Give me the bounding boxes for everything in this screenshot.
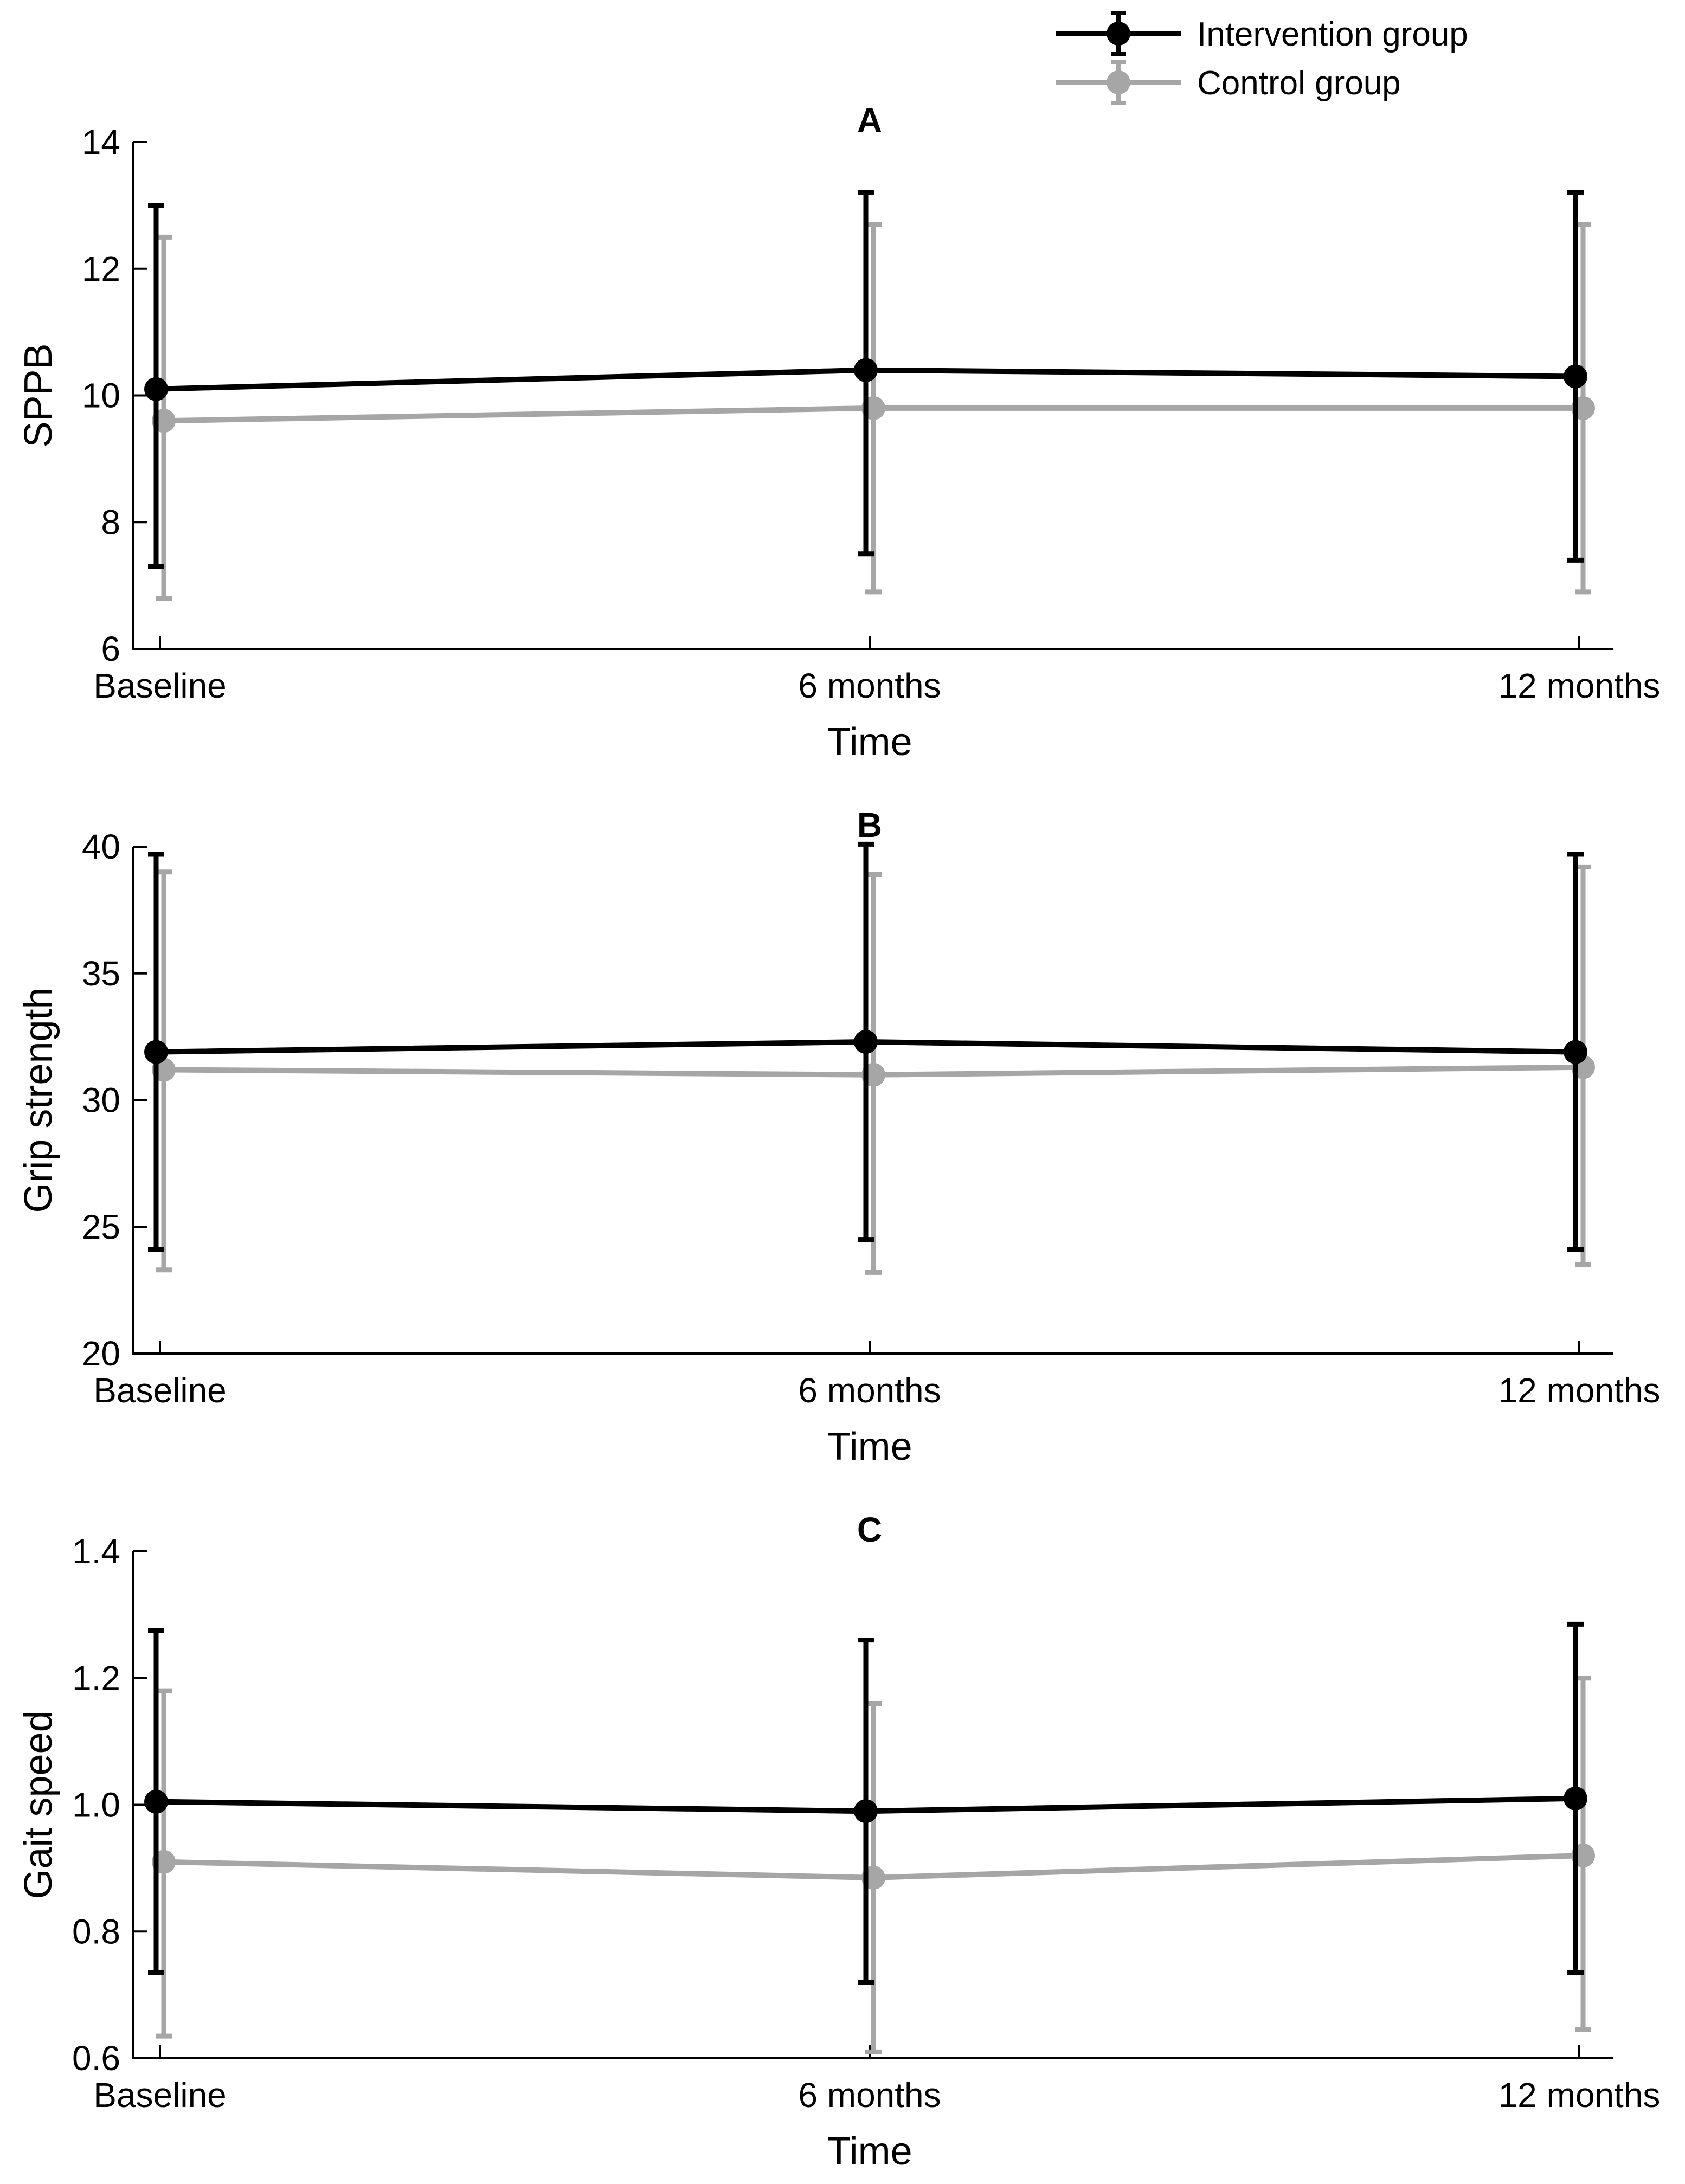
x-tick-label: Baseline: [93, 666, 227, 705]
y-tick-label: 1.0: [72, 1786, 120, 1825]
x-axis-label: Time: [827, 2130, 912, 2173]
y-tick-label: 10: [82, 376, 120, 415]
x-tick-label: 12 months: [1499, 2076, 1661, 2115]
y-tick-label: 1.2: [72, 1659, 120, 1698]
panel-b-grip-strength: 20 25 30 35 40 Baseline 6 months 12 months Time G…: [17, 806, 1660, 1468]
data-point: [1564, 1786, 1587, 1811]
data-point: [144, 1789, 168, 1814]
data-point: [1564, 1040, 1587, 1064]
y-tick-label: 0.6: [72, 2039, 120, 2078]
panel-letter: C: [857, 1510, 882, 1549]
y-tick-label: 25: [82, 1207, 120, 1246]
y-tick-label: 8: [101, 502, 120, 542]
y-tick-label: 14: [82, 123, 120, 162]
y-tick-label: 12: [82, 249, 120, 288]
y-axis-label: Grip strength: [17, 987, 60, 1213]
y-tick-label: 35: [82, 954, 120, 993]
data-point: [1564, 364, 1587, 389]
y-tick-label: 1.4: [72, 1532, 120, 1571]
x-tick-label: 6 months: [798, 1371, 941, 1410]
x-tick-label: 6 months: [798, 666, 941, 705]
y-tick-label: 20: [82, 1334, 120, 1373]
x-tick-label: 6 months: [798, 2076, 941, 2115]
x-axis-label: Time: [827, 720, 912, 764]
series-intervention: [144, 1621, 1587, 1985]
x-tick-label: 12 months: [1499, 1371, 1661, 1410]
panel-a-sppb: 6 8 10 12 14 Baseline 6 months 12 months Time SPP…: [17, 101, 1660, 764]
series-intervention: [144, 190, 1587, 569]
data-point: [144, 377, 168, 401]
y-axis-label: Gait speed: [17, 1710, 60, 1899]
legend: Intervention group Control group: [1056, 11, 1468, 105]
series-control: [152, 864, 1595, 1275]
y-axis-label: SPPB: [17, 343, 60, 447]
data-point: [854, 1799, 878, 1824]
panel-letter: B: [857, 806, 882, 845]
y-tick-label: 0.8: [72, 1912, 120, 1951]
series-control: [152, 1676, 1595, 2054]
chart-panels: 6 8 10 12 14 Baseline 6 months 12 months Time SPP…: [17, 101, 1660, 2173]
data-point: [854, 358, 878, 382]
panel-letter: A: [857, 101, 882, 140]
x-tick-label: Baseline: [93, 2076, 227, 2115]
series-intervention: [144, 841, 1587, 1252]
panel-c-gait-speed: 0.6 0.8 1.0 1.2 1.4 Baseline 6 months 12 months…: [17, 1510, 1660, 2173]
legend-marker: [1107, 70, 1130, 94]
legend-label: Control group: [1197, 65, 1401, 102]
legend-item-intervention: Intervention group: [1056, 11, 1468, 56]
x-tick-label: Baseline: [93, 1371, 227, 1410]
x-axis-label: Time: [827, 1425, 912, 1468]
legend-label: Intervention group: [1197, 16, 1468, 53]
legend-marker: [1107, 22, 1130, 46]
series-control: [152, 222, 1595, 601]
x-tick-label: 12 months: [1499, 666, 1661, 705]
y-tick-label: 6: [101, 629, 120, 668]
data-point: [854, 1029, 878, 1054]
data-point: [144, 1040, 168, 1064]
y-tick-label: 30: [82, 1081, 120, 1120]
legend-item-control: Control group: [1056, 60, 1401, 105]
y-tick-label: 40: [82, 827, 120, 866]
